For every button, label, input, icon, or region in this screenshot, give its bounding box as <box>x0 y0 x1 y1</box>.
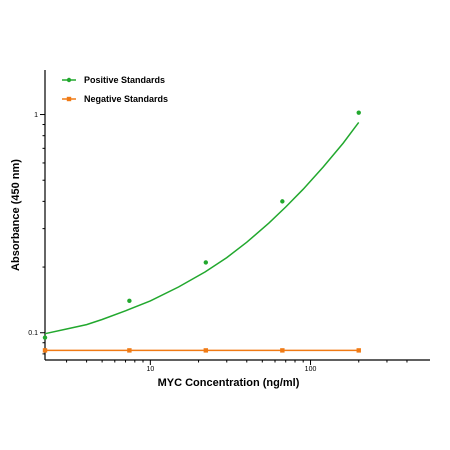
chart-legend: Positive Standards Negative Standards <box>62 75 168 104</box>
legend-label-negative: Negative Standards <box>84 94 168 104</box>
y-tick-label: 0.1 <box>28 330 38 337</box>
x-tick-label: 10 <box>146 366 154 373</box>
chart-axes <box>44 70 430 361</box>
data-point <box>127 298 132 304</box>
data-point <box>280 199 285 204</box>
data-point <box>42 348 48 353</box>
data-point <box>356 348 361 353</box>
x-tick-label: 100 <box>305 366 317 373</box>
series-layer <box>42 110 361 353</box>
data-point <box>203 348 209 353</box>
legend-item-positive: Positive Standards <box>62 75 165 85</box>
axis-ticks: 10 100 0.1 1 <box>28 112 408 373</box>
data-point <box>356 110 361 115</box>
legend-marker-positive <box>66 77 72 83</box>
series-negative <box>42 348 361 353</box>
legend-marker-negative <box>66 96 72 102</box>
legend-label-positive: Positive Standards <box>84 75 165 85</box>
fit-curve <box>44 121 360 335</box>
legend-item-negative: Negative Standards <box>62 94 168 104</box>
data-point <box>127 348 132 353</box>
data-point <box>42 335 48 340</box>
series-positive <box>42 110 361 340</box>
y-axis-title: Absorbance (450 nm) <box>10 159 22 271</box>
data-point <box>203 260 209 265</box>
x-axis-title: MYC Concentration (ng/ml) <box>158 377 300 389</box>
y-tick-label: 1 <box>34 112 38 119</box>
data-point <box>280 348 285 353</box>
